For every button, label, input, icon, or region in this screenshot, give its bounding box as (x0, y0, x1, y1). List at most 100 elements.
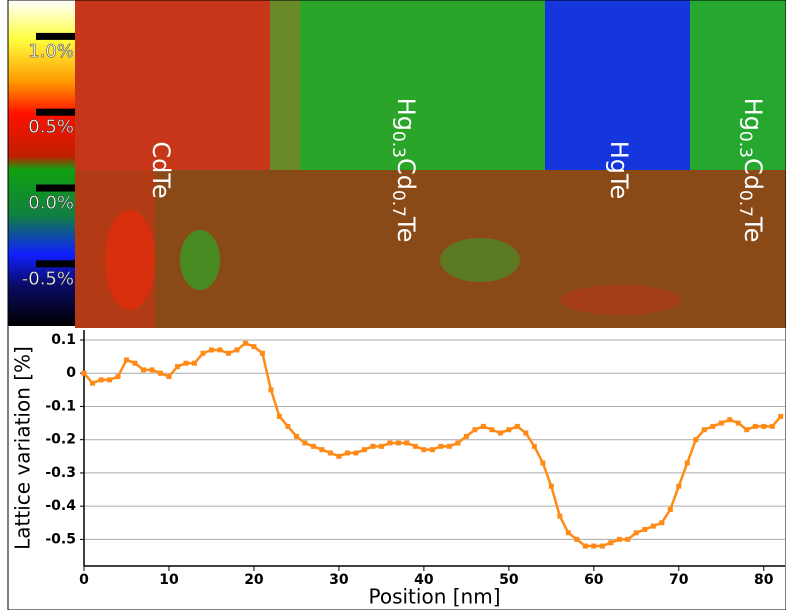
data-point (684, 460, 690, 466)
data-point (582, 543, 588, 549)
y-tick-label: 0.1 (51, 332, 76, 348)
data-point (608, 540, 614, 546)
data-point (327, 450, 333, 456)
x-axis-label: Position [nm] (369, 585, 501, 609)
data-point (251, 344, 257, 350)
colorbar-tick-label: 0.0% (28, 193, 74, 214)
data-point (234, 347, 240, 353)
colorbar-tick (36, 184, 75, 192)
data-point (276, 413, 282, 419)
data-point (378, 443, 384, 449)
y-tick-label: -0.5 (45, 531, 76, 547)
x-tick-label: 30 (329, 572, 349, 588)
strain-map (75, 0, 786, 328)
data-point (642, 526, 648, 532)
data-point (395, 440, 401, 446)
data-point (387, 440, 393, 446)
colorbar-tick (36, 260, 75, 268)
data-point (710, 423, 716, 429)
data-point (191, 360, 197, 366)
data-point (701, 427, 707, 433)
data-point (489, 427, 495, 433)
data-point (659, 520, 665, 526)
data-point (106, 377, 112, 383)
data-point (225, 350, 231, 356)
region-label-part: Cd (392, 158, 420, 190)
data-point (616, 536, 622, 542)
y-tick-label: -0.1 (45, 398, 76, 414)
x-tick-label: 80 (754, 572, 774, 588)
y-tick-label: -0.3 (45, 465, 76, 481)
data-point (166, 374, 172, 380)
region-label-part: 0.7 (388, 190, 408, 217)
data-point (735, 420, 741, 426)
data-point (183, 360, 189, 366)
data-point (361, 447, 367, 453)
region-label-part: HgTe (605, 141, 633, 200)
data-point (429, 447, 435, 453)
region-label: CdTe (147, 141, 175, 198)
data-point (242, 340, 248, 346)
data-point (591, 543, 597, 549)
data-point (650, 523, 656, 529)
data-point (208, 347, 214, 353)
data-point (123, 357, 129, 363)
region-label: Hg0.3Cd0.7Te (735, 98, 767, 243)
data-point (769, 423, 775, 429)
data-point (268, 387, 274, 393)
data-point (259, 350, 265, 356)
data-point (718, 420, 724, 426)
region-label: Hg0.3Cd0.7Te (388, 98, 420, 243)
data-point (676, 483, 682, 489)
data-point (625, 536, 631, 542)
data-point (761, 423, 767, 429)
colorbar-tick-label: 1.0% (28, 41, 74, 62)
colorbar-tick-label: 0.5% (28, 117, 74, 138)
data-point (344, 450, 350, 456)
x-tick-label: 0 (79, 572, 89, 588)
colorbar (8, 0, 75, 326)
data-point (140, 367, 146, 373)
region-label: HgTe (605, 141, 633, 200)
data-point (727, 417, 733, 423)
data-point (565, 530, 571, 536)
data-point (98, 377, 104, 383)
region-label-part: Hg (392, 98, 420, 131)
data-point (463, 433, 469, 439)
data-point (81, 370, 87, 376)
data-point (217, 347, 223, 353)
region-label-part: 0.3 (735, 131, 755, 158)
x-tick-label: 60 (584, 572, 604, 588)
region-label-part: 0.7 (735, 190, 755, 217)
data-point (438, 443, 444, 449)
x-tick-label: 40 (414, 572, 434, 588)
data-point (667, 506, 673, 512)
data-point (744, 427, 750, 433)
data-point (310, 443, 316, 449)
data-point (599, 543, 605, 549)
region-label-part: CdTe (147, 141, 175, 198)
data-point (574, 536, 580, 542)
region-label-part: Te (739, 216, 767, 242)
x-tick-label: 50 (499, 572, 519, 588)
region-label-part: Te (392, 216, 420, 242)
x-tick-label: 20 (244, 572, 264, 588)
data-point (480, 423, 486, 429)
data-point (531, 443, 537, 449)
data-point (370, 443, 376, 449)
x-tick-label: 10 (159, 572, 179, 588)
data-point (446, 443, 452, 449)
data-point (293, 433, 299, 439)
data-point (200, 350, 206, 356)
x-tick-label: 70 (669, 572, 689, 588)
data-point (285, 423, 291, 429)
data-point (115, 374, 121, 380)
data-point (497, 430, 503, 436)
data-point (336, 453, 342, 459)
data-point (157, 370, 163, 376)
data-point (412, 443, 418, 449)
data-point (752, 423, 758, 429)
data-point (523, 430, 529, 436)
data-point (404, 440, 410, 446)
data-point (633, 530, 639, 536)
